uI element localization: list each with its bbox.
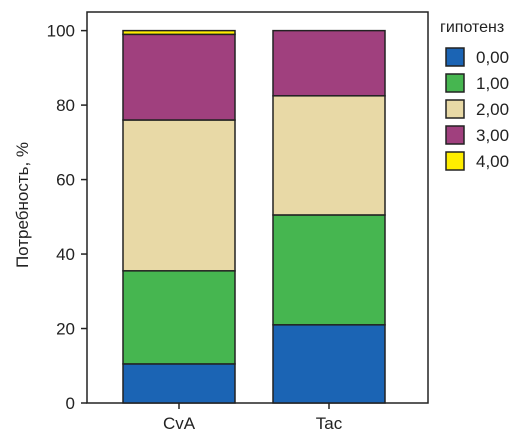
- bar-segment-tac-2: [272, 95, 386, 216]
- y-tick-label: 0: [66, 394, 75, 413]
- legend-swatch: [445, 99, 465, 119]
- bar-segment-cva-3: [122, 33, 236, 121]
- bars: [122, 29, 386, 404]
- legend-title: гипотенз: [440, 19, 504, 36]
- x-tick-label: CvA: [163, 414, 196, 433]
- y-tick-label: 20: [56, 320, 75, 339]
- bar-segment-cva-0: [122, 363, 236, 404]
- legend-label: 0,00: [476, 48, 509, 67]
- legend-label: 2,00: [476, 100, 509, 119]
- legend: гипотенз 0,00 1,00 2,00 3,00 4,00: [440, 19, 509, 171]
- legend-label: 4,00: [476, 152, 509, 171]
- bar-segment-tac-1: [272, 214, 386, 326]
- x-axis: CvA Tac: [163, 403, 343, 433]
- bar-segment-cva-2: [122, 119, 236, 272]
- legend-swatch: [445, 73, 465, 93]
- bar-segment-cva-4: [122, 29, 236, 36]
- plot-frame: [86, 11, 429, 404]
- y-axis: 0 20 40 60 80 100: [47, 22, 87, 413]
- y-tick-label: 60: [56, 171, 75, 190]
- y-tick-label: 80: [56, 96, 75, 115]
- y-axis-title: Потребность, %: [13, 142, 32, 268]
- x-tick-label: Tac: [316, 414, 343, 433]
- y-tick-label: 40: [56, 245, 75, 264]
- legend-swatch: [445, 151, 465, 171]
- legend-swatch: [445, 47, 465, 67]
- y-tick-label: 100: [47, 22, 75, 41]
- legend-label: 1,00: [476, 74, 509, 93]
- legend-label: 3,00: [476, 126, 509, 145]
- bar-segment-tac-3: [272, 29, 386, 97]
- bar-segment-tac-0: [272, 324, 386, 404]
- bar-segment-cva-1: [122, 270, 236, 365]
- legend-swatch: [445, 125, 465, 145]
